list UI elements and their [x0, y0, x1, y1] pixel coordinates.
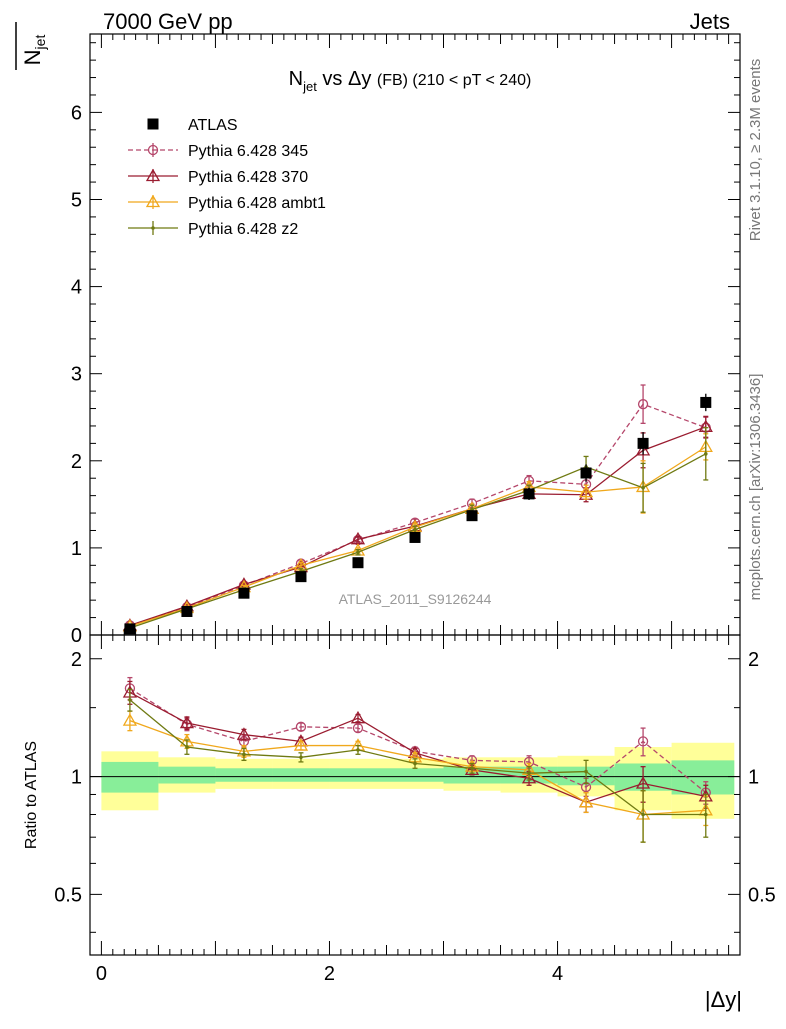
- series-point: [637, 399, 649, 410]
- ratio-tick-label: 2: [748, 649, 759, 671]
- y-tick-label: 3: [71, 364, 82, 386]
- legend-label: Pythia 6.428 ambt1: [188, 195, 326, 212]
- series-ratio-point: [356, 748, 360, 752]
- series-ratio-point: [635, 776, 651, 789]
- legend-label: Pythia 6.428 z2: [188, 221, 298, 238]
- ratio-tick-label: 1: [748, 767, 759, 789]
- series-ratio-point: [295, 721, 307, 732]
- y-tick-label: 5: [71, 189, 82, 211]
- ratio-tick-label: 2: [71, 649, 82, 671]
- mcplots-label: mcplots.cern.ch [arXiv:1306.3436]: [747, 374, 764, 601]
- series-ratio-point: [236, 727, 252, 740]
- series-ratio-point: [527, 771, 531, 776]
- series-point: [578, 484, 594, 498]
- svg-text:Njet: Njet: [20, 35, 48, 66]
- y-tick-label: 1: [71, 538, 82, 560]
- data-point: [637, 437, 649, 449]
- green-band: [158, 766, 216, 784]
- green-band: [329, 768, 387, 782]
- green-band: [101, 761, 159, 793]
- ratio-tick-label: 0.5: [748, 884, 776, 906]
- data-point: [124, 623, 136, 635]
- data-point: [181, 605, 193, 617]
- series-ratio-point: [584, 769, 588, 774]
- plot-title: Njet vs Δy (FB) (210 < pT < 240): [289, 68, 532, 94]
- series-ratio-point: [352, 722, 364, 734]
- legend-marker: [147, 144, 159, 156]
- green-band: [272, 768, 330, 782]
- y-axis-label-main: N: [20, 49, 45, 65]
- series-ratio-point: [122, 713, 138, 726]
- series-ratio-point: [521, 770, 537, 784]
- series-line: [129, 403, 707, 627]
- y-tick-label: 0: [71, 625, 82, 647]
- series-ratio-point: [641, 812, 645, 817]
- series-ratio-point: [293, 738, 309, 751]
- x-tick-label: 0: [96, 963, 107, 985]
- data-point: [523, 488, 535, 500]
- header-left: 7000 GeV pp: [103, 9, 233, 34]
- y-axis-label-sub: jet: [32, 35, 48, 51]
- data-point: [238, 587, 250, 599]
- series-ratio-point: [299, 755, 303, 760]
- legend-label: ATLAS: [188, 117, 238, 134]
- legend: ATLAS Pythia 6.428 345 Pythia 6.428 370 Pyt…: [128, 117, 326, 238]
- series-ratio-point: [242, 752, 246, 757]
- data-point: [580, 467, 592, 479]
- rivet-label: Rivet 3.1.10, ≥ 2.3M events: [747, 59, 764, 242]
- series-ratio-point: [578, 794, 594, 808]
- series-ratio-point: [185, 745, 189, 749]
- y-axis-label: Njet: [20, 35, 48, 66]
- series-ratio-point: [128, 698, 132, 702]
- legend-marker: [145, 194, 161, 208]
- header-right: Jets: [690, 9, 730, 34]
- data-point: [295, 571, 307, 583]
- legend-marker: [147, 118, 159, 130]
- x-tick-label: 4: [552, 963, 563, 985]
- legend-marker: [151, 226, 155, 230]
- data-point: [466, 510, 478, 522]
- series-ratio-point: [470, 766, 474, 771]
- series-point: [703, 452, 708, 456]
- data-point: [352, 557, 364, 569]
- legend-marker: [145, 168, 161, 182]
- series-point: [413, 527, 417, 532]
- y-tick-label: 6: [71, 102, 82, 124]
- x-tick-label: 2: [324, 963, 335, 985]
- series-point: [635, 443, 651, 456]
- legend-label: Pythia 6.428 345: [188, 143, 308, 160]
- ratio-y-axis-label: Ratio to ATLAS: [23, 741, 40, 849]
- ratio-tick-label: 1: [71, 767, 82, 789]
- data-point: [700, 396, 712, 408]
- series-ratio-point: [637, 736, 649, 747]
- ratio-panel-frame: [89, 634, 741, 956]
- x-axis-label: |Δy|: [705, 987, 742, 1012]
- series-point: [356, 550, 360, 555]
- series-ratio-point: [350, 710, 366, 724]
- analysis-watermark: ATLAS_2011_S9126244: [339, 591, 492, 607]
- series-ratio-point: [413, 761, 417, 766]
- atlas-data: [124, 393, 712, 635]
- data-point: [409, 531, 421, 543]
- green-band: [215, 768, 273, 782]
- series-ratio-point: [703, 812, 708, 817]
- series-layer: [122, 384, 713, 843]
- y-tick-label: 4: [71, 277, 82, 299]
- green-band: [386, 768, 444, 782]
- y-tick-label: 2: [71, 451, 82, 473]
- legend-label: Pythia 6.428 370: [188, 169, 308, 186]
- ratio-tick-label: 0.5: [54, 884, 82, 906]
- series-point: [641, 485, 645, 490]
- series-ratio-point: [179, 715, 195, 729]
